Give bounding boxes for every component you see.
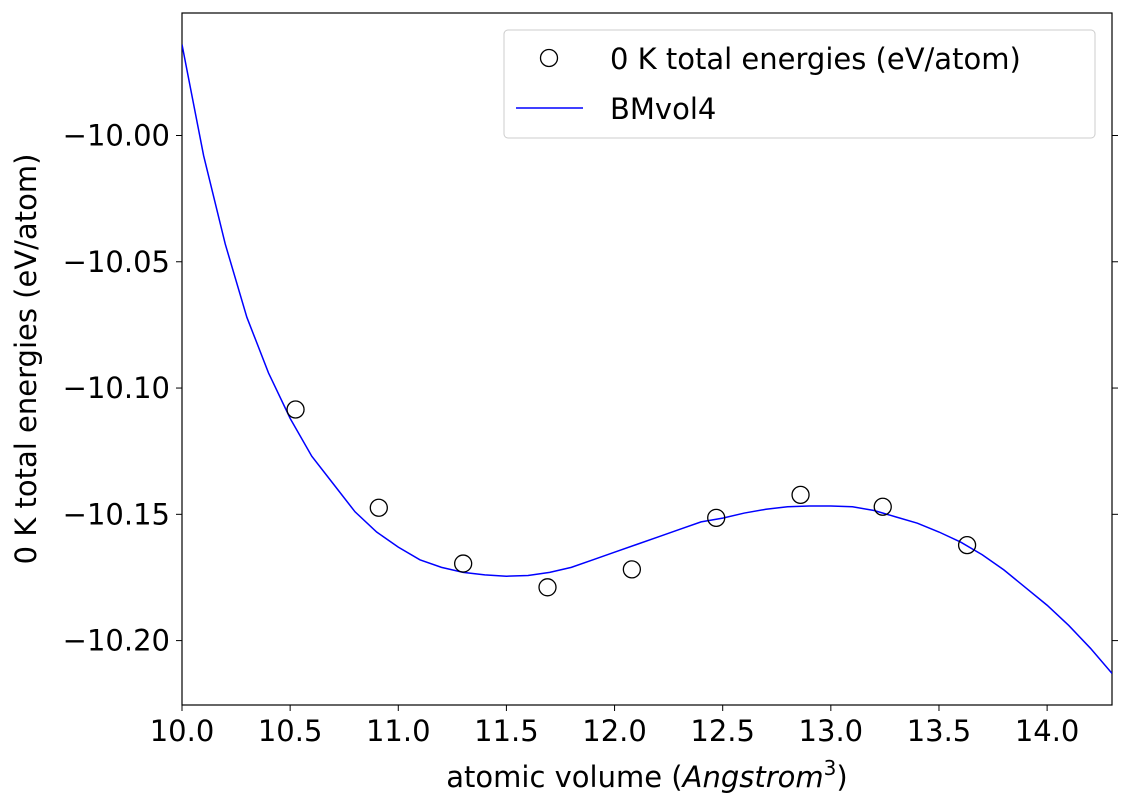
x-tick-label: 11.5: [474, 714, 539, 748]
plot-area: 10.0 10.5 11.0 11.5 12.0 12.5 13.0 13.5 14.0 −10…: [63, 12, 1118, 748]
legend-label-line: BMvol4: [610, 92, 716, 126]
data-point: [286, 400, 305, 419]
y-tick-label: −10.05: [63, 245, 170, 279]
x-tick-label: 10.0: [150, 714, 215, 748]
x-tick-label: 14.0: [1015, 714, 1080, 748]
data-point: [791, 485, 810, 505]
legend-marker-scatter: [539, 48, 559, 68]
x-axis-label-math: Angstrom: [681, 760, 824, 794]
x-tick-label: 11.0: [366, 714, 431, 748]
legend-label-scatter: 0 K total energies (eV/atom): [610, 42, 1021, 76]
x-tick-label: 13.0: [799, 714, 864, 748]
data-point: [369, 498, 388, 517]
y-tick-label: −10.10: [63, 371, 170, 405]
x-tick-label: 12.0: [582, 714, 647, 748]
y-axis-label: 0 K total energies (eV/atom): [9, 154, 43, 565]
x-tick-label: 12.5: [690, 714, 755, 748]
fit-curve-bmvol4: [182, 44, 1112, 674]
data-point: [957, 535, 977, 555]
y-tick-label: −10.15: [63, 497, 170, 531]
data-point: [707, 508, 726, 528]
data-point: [873, 497, 892, 516]
y-tick-label: −10.20: [63, 624, 170, 658]
x-axis-label: atomic volume (Angstrom3): [446, 756, 847, 794]
data-point: [454, 554, 473, 573]
x-ticks: 10.0 10.5 11.0 11.5 12.0 12.5 13.0 13.5 14.0: [150, 705, 1080, 748]
y-ticks: −10.00 −10.05 −10.10 −10.15 −10.20: [63, 118, 1118, 658]
x-axis-label-end: ): [836, 760, 847, 794]
axes-frame: [181, 12, 1113, 706]
data-layer: [182, 44, 1112, 674]
data-point: [538, 578, 557, 597]
data-point: [622, 560, 642, 579]
x-axis-label-sup: 3: [824, 756, 837, 780]
x-tick-label: 13.5: [907, 714, 972, 748]
x-tick-label: 10.5: [258, 714, 323, 748]
x-axis-label-start: atomic volume (: [446, 760, 682, 794]
y-tick-label: −10.00: [63, 118, 170, 152]
legend-box: [503, 29, 1096, 139]
legend: 0 K total energies (eV/atom) BMvol4: [503, 29, 1096, 139]
